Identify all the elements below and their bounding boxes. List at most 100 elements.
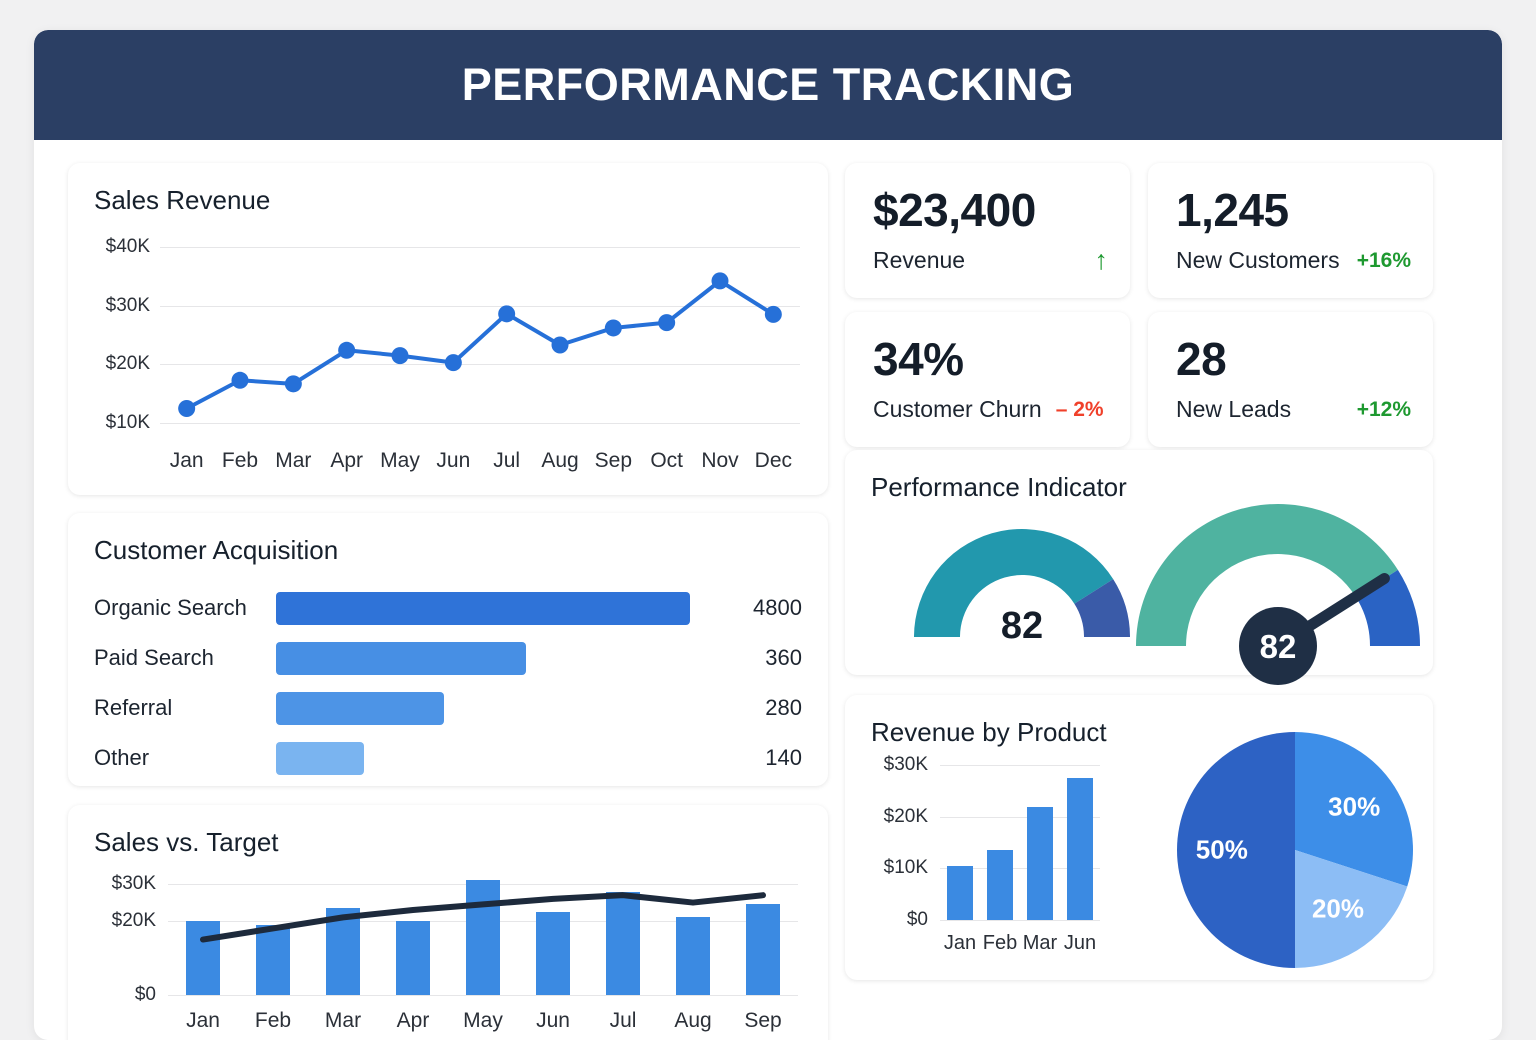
card-title-sales-revenue: Sales Revenue [94,185,271,215]
acquisition-value: 360 [765,645,802,670]
kpi-label: New Leads [1176,396,1292,422]
acquisition-row[interactable]: Paid Search 360 [94,639,802,677]
bar [186,921,220,995]
pie-slice [1295,732,1413,887]
x-axis-tick-label: May [463,1009,503,1032]
x-axis-tick-label: Oct [650,449,683,472]
kpi-delta: +12% [1356,397,1411,421]
gauge-value-right: 82 [1260,628,1297,665]
x-axis-tick-label: Jan [169,449,204,472]
kpi-label: Customer Churn [873,396,1042,422]
x-axis-tick-label: Jul [609,1009,637,1032]
x-axis-tick-label: Jun [436,449,471,472]
acquisition-channel-label: Paid Search [94,645,214,670]
x-axis-tick-label: Aug [541,449,579,472]
y-axis-tick-label: $20K [105,353,150,375]
x-axis-tick-label: Sep [744,1009,782,1032]
card-title-customer-acquisition: Customer Acquisition [94,535,339,565]
acquisition-value: 140 [765,745,802,770]
x-axis-tick-label: Mar [275,449,312,472]
gridline [940,765,1100,766]
bar [746,904,780,995]
pie-slice-label: 50% [1195,834,1248,865]
bar [1067,777,1093,920]
x-axis-tick-label: Jul [493,449,521,472]
gridline [940,816,1100,818]
x-axis-tick-label: Jun [1063,932,1097,954]
gauge-right: 82 [1136,504,1420,685]
kpi-value: 34% [873,333,964,385]
x-axis-tick-label: Apr [330,449,363,472]
kpi-card-revenue[interactable]: $23,400 Revenue ↑ [845,163,1130,298]
dashboard-header: PERFORMANCE TRACKING [34,30,1502,140]
gridline [168,995,798,996]
kpi-card-new-leads[interactable]: 28 New Leads +12% [1148,312,1433,447]
card-performance-indicator: Performance Indicator 82 82 [845,450,1433,685]
pie-slice [1295,850,1408,968]
x-axis-tick-label: Nov [701,449,739,472]
card-title-performance-indicator: Performance Indicator [871,472,1127,502]
bar [536,911,570,995]
kpi-card-new-customers[interactable]: 1,245 New Customers +16% [1148,163,1433,298]
kpi-value: 1,245 [1176,184,1289,236]
x-axis-tick-label: Feb [254,1009,292,1032]
y-axis-tick-label: $0 [906,909,928,930]
arrow-up-icon: ↑ [1094,245,1109,275]
x-axis-tick-label: Apr [396,1009,430,1032]
gauge-left [914,529,1130,637]
target-line [200,892,766,943]
gauge-value-left: 82 [1000,605,1044,647]
x-axis-tick-label: Dec [754,449,793,472]
acquisition-channel-label: Organic Search [94,595,247,620]
bar [676,917,710,995]
y-axis-tick-label: $0 [134,984,156,1005]
acquisition-bar-track [276,642,690,675]
acquisition-bar [276,642,527,675]
bar [396,921,430,995]
acquisition-channel-label: Other [94,745,150,770]
pie-slice-label: 30% [1328,791,1381,822]
bar [466,880,500,995]
y-axis-tick-label: $30K [111,873,156,895]
y-axis-tick-label: $40K [105,235,150,257]
acquisition-bar-track [276,592,690,625]
kpi-label: New Customers [1176,247,1340,273]
kpi-value: 28 [1176,333,1227,385]
gridline [940,920,1100,921]
y-axis-tick-label: $20K [883,805,928,827]
gridline [160,246,800,248]
y-axis-tick-label: $30K [105,294,150,316]
pie-chart [1177,732,1413,968]
acquisition-row[interactable]: Referral 280 [94,689,802,727]
acquisition-bar-track [276,692,690,725]
x-axis-tick-label: Jun [536,1009,570,1032]
acquisition-bar [276,692,444,725]
acquisition-row[interactable]: Other 140 [94,739,802,777]
acquisition-bar [276,742,364,775]
dashboard-panel: PERFORMANCE TRACKING Sales Revenue $10K $… [34,30,1502,1040]
y-axis-tick-label: $20K [111,910,156,932]
x-axis-tick-label: Jan [943,932,977,954]
card-sales-vs-target: Sales vs. Target $0 $20K $30K Jan Feb Mar Apr M… [68,805,828,1040]
gauge-hub [1239,607,1317,685]
kpi-delta: – 2% [1055,397,1104,421]
gauges-container: 82 82 [845,450,1433,685]
x-axis-tick-label: Mar [324,1009,362,1032]
x-axis-tick-label: Mar [1022,932,1058,954]
page-title: PERFORMANCE TRACKING [461,59,1075,110]
kpi-card-customer-churn[interactable]: 34% Customer Churn – 2% [845,312,1130,447]
bar [947,865,973,920]
acquisition-row[interactable]: Organic Search 4800 [94,589,802,627]
bar [256,924,290,995]
x-axis-tick-label: Sep [594,449,633,472]
card-customer-acquisition: Customer Acquisition Organic Search 4800 P… [68,513,828,786]
line-series [178,272,782,418]
gridline [160,305,800,307]
x-axis-tick-label: Feb [982,932,1018,954]
chart-revenue-by-product-bars: $0 $10K $20K $30K Jan Feb Mar Jun [884,754,1100,954]
bar [987,850,1013,920]
bar [606,891,640,995]
card-revenue-by-product: Revenue by Product $0 $10K $20K $30K Jan Feb M… [845,695,1433,980]
bar [1027,807,1053,920]
acquisition-channel-label: Referral [94,695,173,720]
